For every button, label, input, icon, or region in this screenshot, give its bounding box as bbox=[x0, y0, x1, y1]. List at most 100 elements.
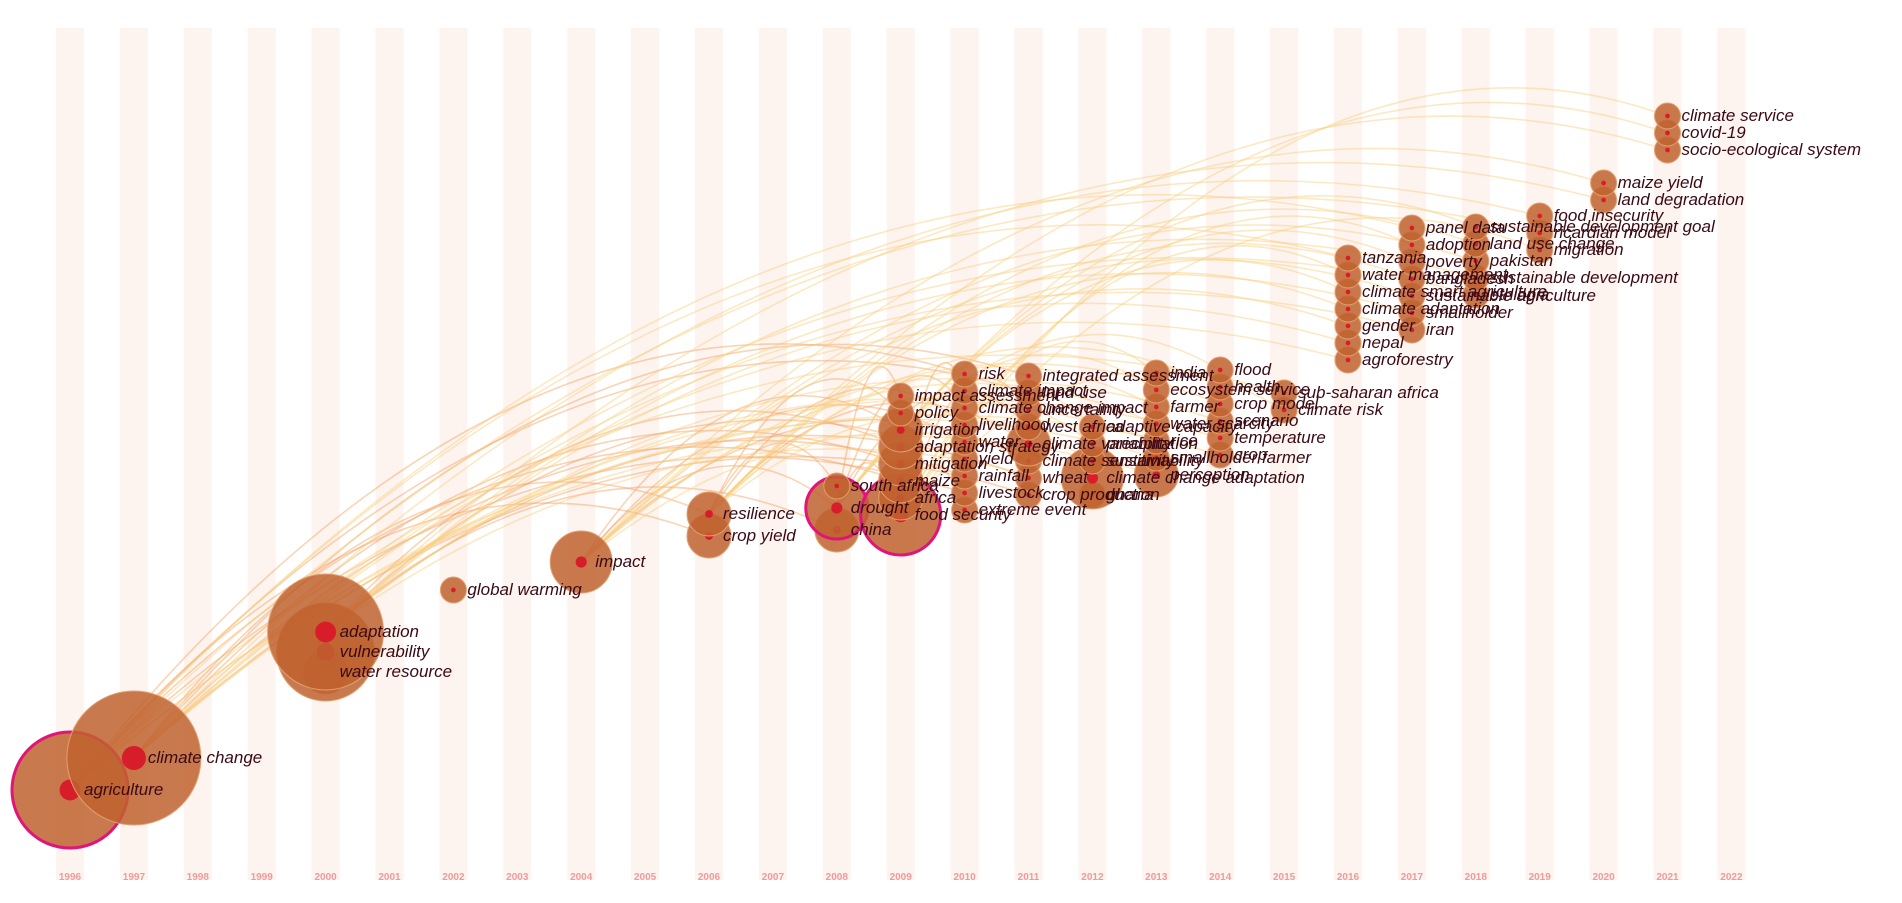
keyword-label-7: crop yield bbox=[723, 526, 796, 545]
link-70 bbox=[133, 179, 1541, 759]
keyword-label-13: africa bbox=[915, 488, 957, 507]
year-label-2013: 2013 bbox=[1145, 872, 1168, 883]
keyword-node-core-17 bbox=[896, 426, 905, 434]
keyword-label-26: climate change impact bbox=[979, 398, 1149, 417]
year-label-2010: 2010 bbox=[953, 872, 976, 883]
link-71 bbox=[324, 161, 1605, 633]
link-11 bbox=[836, 365, 902, 509]
keyword-label-44: rice bbox=[1170, 431, 1197, 450]
keyword-label-19: impact assessment bbox=[915, 386, 1062, 405]
keyword-node-core-23 bbox=[962, 456, 967, 462]
link-43 bbox=[324, 377, 1221, 633]
year-label-2015: 2015 bbox=[1273, 872, 1296, 883]
year-label-2006: 2006 bbox=[698, 872, 721, 883]
keyword-label-66: sustainable agriculture bbox=[1426, 286, 1596, 305]
keyword-label-56: sub-saharan africa bbox=[1298, 383, 1439, 402]
keyword-label-82: covid-19 bbox=[1682, 123, 1747, 142]
keyword-label-75: sustainable development goal bbox=[1490, 217, 1716, 236]
keyword-label-43: smallholder farmer bbox=[1170, 448, 1312, 467]
keyword-label-72: sustainable development bbox=[1490, 268, 1679, 287]
keyword-label-77: ricardian model bbox=[1554, 223, 1671, 242]
keyword-label-76: migration bbox=[1554, 240, 1624, 259]
keyword-label-4: adaptation bbox=[340, 622, 419, 641]
keyword-node-core-77 bbox=[1537, 230, 1543, 236]
keyword-label-53: health bbox=[1234, 377, 1280, 396]
keyword-label-74: land use change bbox=[1490, 234, 1615, 253]
keyword-node-core-34 bbox=[1026, 407, 1031, 413]
link-48 bbox=[69, 354, 1285, 791]
keyword-node-core-61 bbox=[1345, 289, 1351, 295]
keyword-label-12: food security bbox=[915, 505, 1013, 524]
year-label-1997: 1997 bbox=[123, 872, 146, 883]
link-44 bbox=[580, 362, 1221, 563]
keyword-node-core-70 bbox=[1409, 225, 1415, 231]
keyword-node-core-81 bbox=[1665, 147, 1670, 153]
link-8 bbox=[324, 409, 902, 633]
keyword-nodes bbox=[10, 102, 1681, 850]
keyword-node-core-42 bbox=[1152, 471, 1161, 479]
keyword-label-41: adaptive capacity bbox=[1106, 417, 1239, 436]
year-band-2003 bbox=[503, 28, 532, 880]
keyword-label-39: sustainability bbox=[1106, 451, 1205, 470]
link-15 bbox=[324, 419, 966, 633]
link-22 bbox=[324, 434, 1030, 633]
year-label-2008: 2008 bbox=[826, 872, 849, 883]
year-label-2018: 2018 bbox=[1465, 872, 1488, 883]
keyword-label-69: adoption bbox=[1426, 235, 1491, 254]
year-label-2017: 2017 bbox=[1401, 872, 1424, 883]
link-57 bbox=[324, 272, 1413, 633]
link-65 bbox=[580, 224, 1477, 563]
year-label-2021: 2021 bbox=[1656, 872, 1679, 883]
year-label-2014: 2014 bbox=[1209, 872, 1232, 883]
keyword-label-9: china bbox=[851, 520, 892, 539]
keyword-label-64: iran bbox=[1426, 320, 1454, 339]
link-1 bbox=[133, 481, 710, 759]
link-58 bbox=[580, 258, 1413, 563]
keyword-node-core-72 bbox=[1473, 275, 1479, 281]
keyword-node-core-55 bbox=[1281, 407, 1287, 413]
year-band-2021 bbox=[1653, 28, 1682, 880]
keyword-node-core-39 bbox=[1090, 458, 1095, 464]
keyword-label-8: resilience bbox=[723, 504, 795, 523]
link-6 bbox=[69, 446, 902, 791]
keyword-label-59: gender bbox=[1362, 316, 1416, 335]
year-label-1999: 1999 bbox=[251, 872, 274, 883]
keyword-node-core-73 bbox=[1473, 258, 1479, 264]
year-band-1999 bbox=[247, 28, 276, 880]
keyword-label-37: ghana bbox=[1106, 485, 1153, 504]
keyword-label-52: crop model bbox=[1234, 394, 1319, 413]
keyword-label-0: agriculture bbox=[84, 780, 163, 799]
keyword-node-core-35 bbox=[1026, 390, 1031, 396]
keyword-label-14: maize bbox=[915, 471, 960, 490]
keyword-node-core-45 bbox=[1153, 421, 1159, 427]
keyword-node-core-82 bbox=[1665, 130, 1670, 136]
year-band-2018 bbox=[1461, 28, 1490, 880]
keyword-node-core-51 bbox=[1217, 418, 1223, 424]
keyword-node-core-49 bbox=[1217, 452, 1223, 458]
keyword-label-35: land use bbox=[1043, 383, 1107, 402]
keyword-label-73: pakistan bbox=[1489, 251, 1553, 270]
keyword-label-31: climate sensitivity bbox=[1043, 451, 1177, 470]
keyword-node-core-26 bbox=[962, 405, 967, 411]
keyword-node-core-66 bbox=[1409, 293, 1415, 299]
keyword-label-54: flood bbox=[1234, 360, 1271, 379]
link-72 bbox=[580, 147, 1605, 563]
keyword-label-42: perception bbox=[1169, 465, 1249, 484]
keyword-label-1: climate change bbox=[148, 748, 262, 767]
link-3 bbox=[580, 465, 838, 563]
keyword-node-core-40 bbox=[1090, 441, 1095, 447]
keyword-label-65: smallholder bbox=[1426, 303, 1514, 322]
keyword-label-60: climate adaptation bbox=[1362, 299, 1500, 318]
keyword-label-24: water bbox=[979, 432, 1022, 451]
year-band-2022 bbox=[1717, 28, 1746, 880]
link-20 bbox=[69, 343, 966, 791]
keyword-node-core-58 bbox=[1345, 340, 1351, 346]
link-13 bbox=[69, 456, 966, 791]
link-34 bbox=[69, 434, 1158, 791]
link-4 bbox=[708, 442, 838, 515]
link-27 bbox=[69, 360, 1030, 791]
year-band-2016 bbox=[1334, 28, 1362, 880]
link-25 bbox=[836, 389, 1030, 509]
keyword-node-core-48 bbox=[1153, 370, 1159, 376]
